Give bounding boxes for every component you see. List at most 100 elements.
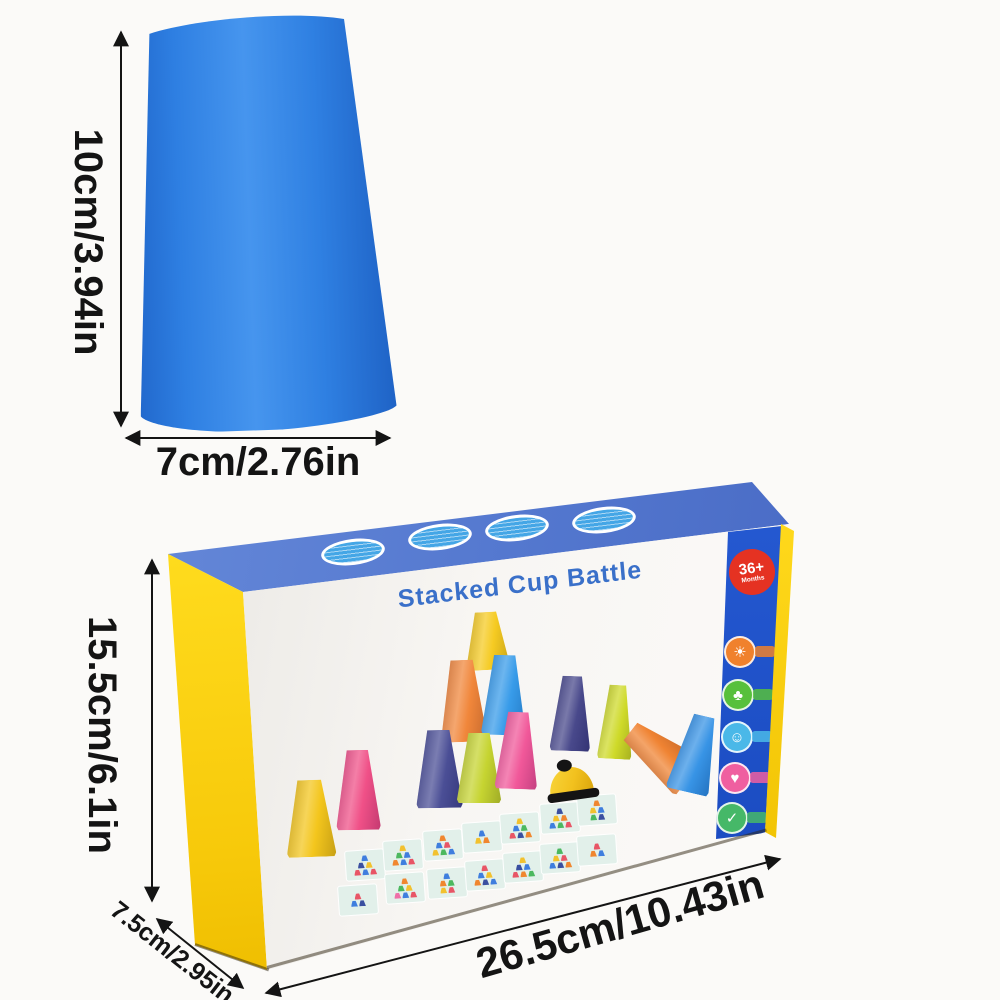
mini-cup-glyph — [477, 872, 484, 878]
pattern-card — [345, 849, 385, 881]
age-badge: 36+ Months — [726, 546, 778, 598]
mini-cup-glyph — [593, 843, 600, 849]
pattern-card — [462, 821, 502, 853]
toy-cup — [457, 733, 501, 803]
pattern-card-row — [512, 824, 527, 831]
pattern-card-row — [549, 861, 572, 869]
mini-cup-glyph — [410, 891, 417, 897]
mini-cup-glyph — [447, 879, 454, 885]
mini-cup-glyph — [515, 864, 522, 870]
mini-cup-glyph — [365, 861, 372, 867]
mini-cup-glyph — [362, 869, 369, 875]
mini-cup-glyph — [443, 841, 450, 847]
pattern-card — [540, 802, 580, 834]
mini-cup-glyph — [481, 865, 488, 871]
pattern-card — [540, 842, 580, 874]
toy-cup — [285, 779, 337, 858]
pattern-card-row — [357, 861, 372, 868]
pattern-card — [385, 872, 425, 904]
mini-cup-glyph — [408, 858, 415, 864]
feature-label-tag — [753, 689, 773, 700]
pattern-card-row — [509, 831, 532, 839]
pattern-card-row — [549, 821, 572, 829]
feature-label-tag — [752, 731, 772, 742]
mini-cup-glyph — [401, 878, 408, 884]
mini-cup-glyph — [590, 851, 597, 857]
toy-cup — [335, 750, 380, 831]
pattern-card-row — [392, 858, 415, 866]
mini-cup-glyph — [474, 879, 481, 885]
mini-cup-glyph — [598, 813, 605, 819]
pattern-card-row — [399, 845, 406, 851]
mini-cup-glyph — [517, 832, 524, 838]
pattern-card — [427, 867, 467, 899]
hand-icon: ✓ — [716, 802, 748, 834]
mini-cup-glyph — [357, 862, 364, 868]
hand-gesture-icon: ☀ — [724, 636, 756, 668]
clover-icon: ♣ — [722, 679, 754, 711]
pattern-card-row — [477, 871, 492, 878]
mini-cup-glyph — [490, 878, 497, 884]
pattern-card — [465, 859, 505, 891]
box-height-label: 15.5cm/6.1in — [80, 616, 124, 854]
pattern-card — [383, 839, 423, 871]
mini-cup-glyph — [589, 807, 596, 813]
mini-cup-glyph — [354, 893, 361, 899]
feature-label-tag — [755, 646, 775, 657]
mini-cup-glyph — [394, 892, 401, 898]
mini-cup-glyph — [485, 871, 492, 877]
mini-cup-glyph — [439, 835, 446, 841]
pattern-card-row — [354, 893, 361, 899]
pattern-card-row — [440, 886, 455, 893]
pattern-card — [577, 834, 617, 866]
mini-cup-glyph — [448, 848, 455, 854]
mini-cup-glyph — [483, 837, 490, 843]
pattern-card-row — [475, 837, 490, 844]
pattern-card-row — [395, 851, 410, 858]
pattern-card-row — [512, 870, 535, 878]
mini-cup-glyph — [528, 870, 535, 876]
mini-cup-glyph — [549, 822, 556, 828]
mini-cup-glyph — [354, 869, 361, 875]
mini-cup-glyph — [523, 863, 530, 869]
pattern-card — [338, 884, 378, 916]
mini-cup-glyph — [405, 884, 412, 890]
mini-cup-glyph — [552, 855, 559, 861]
pattern-card-row — [556, 808, 563, 814]
top-oval-badge — [570, 503, 638, 537]
feature-label-tag — [747, 812, 767, 823]
mini-cup-glyph — [556, 808, 563, 814]
mini-cup-glyph — [435, 842, 442, 848]
mini-cup-glyph — [549, 862, 556, 868]
cup-width-label: 7cm/2.76in — [155, 440, 361, 484]
mini-cup-glyph — [402, 892, 409, 898]
pattern-card-row — [439, 879, 454, 886]
pattern-card-row — [481, 865, 488, 871]
top-oval-badge — [319, 535, 387, 569]
pattern-card-row — [432, 848, 455, 856]
mini-cup-glyph — [525, 831, 532, 837]
pattern-card-row — [443, 873, 450, 879]
pattern-card — [500, 812, 540, 844]
mini-cup-glyph — [397, 885, 404, 891]
pattern-card-row — [474, 878, 497, 886]
mini-cup-glyph — [557, 822, 564, 828]
mini-cup-glyph — [597, 806, 604, 812]
pattern-card-row — [397, 884, 412, 891]
mini-cup-glyph — [448, 886, 455, 892]
mini-cup-glyph — [519, 857, 526, 863]
mini-cup-glyph — [440, 887, 447, 893]
mini-cup-glyph — [598, 850, 605, 856]
mini-cup-glyph — [403, 851, 410, 857]
pattern-card-row — [593, 843, 600, 849]
bell — [544, 753, 600, 805]
mini-cup-glyph — [560, 814, 567, 820]
mini-cup-glyph — [560, 854, 567, 860]
mini-cup-glyph — [439, 880, 446, 886]
blue-cup-shape — [140, 15, 397, 432]
mini-cup-glyph — [565, 861, 572, 867]
mini-cup-glyph — [395, 852, 402, 858]
toy-cup — [597, 684, 635, 760]
mini-cup-glyph — [399, 845, 406, 851]
